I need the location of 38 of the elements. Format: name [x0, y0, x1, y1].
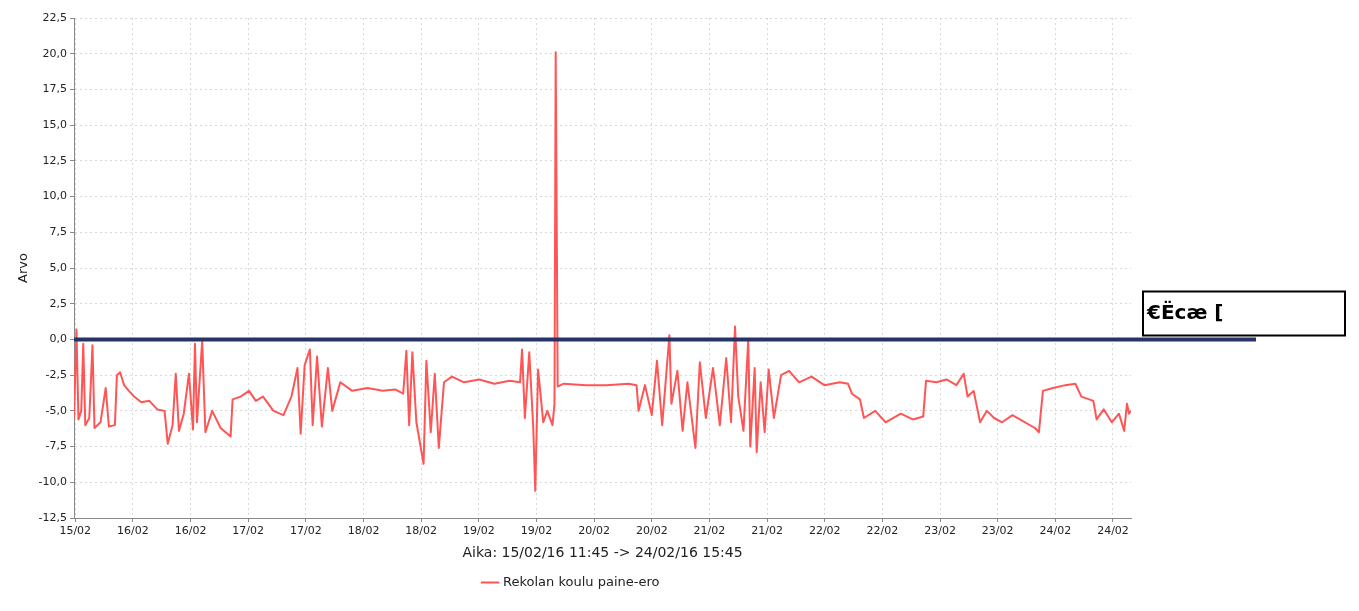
x-tick-label: 16/02: [174, 524, 207, 538]
x-tick-label: 18/02: [347, 524, 380, 538]
x-axis-title: Aika: 15/02/16 11:45 -> 24/02/16 15:45: [462, 544, 743, 561]
y-tick-label: 22,5: [42, 10, 68, 24]
x-tick-label: 17/02: [232, 524, 265, 538]
x-tick-label: 24/02: [1039, 524, 1072, 538]
legend-label: Rekolan koulu paine-ero: [503, 573, 660, 589]
x-tick-label: 20/02: [635, 524, 668, 538]
x-tick-label: 19/02: [462, 524, 495, 538]
x-tick-label: 18/02: [405, 524, 438, 538]
x-tick-label: 21/02: [693, 524, 726, 538]
x-tick-label: 20/02: [578, 524, 610, 538]
x-tick-label: 21/02: [751, 524, 783, 538]
y-tick-label: 12,5: [42, 153, 68, 167]
y-tick-label: 17,5: [42, 82, 68, 96]
y-tick-label: 7,5: [49, 225, 68, 239]
x-tick-label: 23/02: [981, 524, 1014, 538]
y-tick-label: 15,0: [42, 118, 68, 131]
y-tick-label: -10,0: [38, 475, 68, 489]
x-tick-label: 17/02: [290, 524, 322, 538]
y-tick-label: -5,0: [45, 403, 68, 417]
y-tick-label: -7,5: [45, 439, 68, 453]
y-tick-label: -2,5: [45, 368, 68, 381]
x-tick-label: 22/02: [808, 524, 841, 538]
y-tick-label: 20,0: [42, 46, 68, 60]
y-tick-label: 2,5: [49, 296, 68, 310]
x-tick-label: 24/02: [1097, 524, 1129, 538]
x-tick-label: 16/02: [117, 524, 149, 538]
x-tick-label: 19/02: [520, 524, 553, 538]
y-tick-label: 10,0: [42, 189, 68, 203]
y-tick-label: 5,0: [49, 260, 68, 274]
y-tick-label: 0,0: [49, 332, 68, 346]
x-tick-label: 23/02: [924, 524, 956, 538]
ref-line-label: €Ëcæ [: [1146, 299, 1224, 324]
y-tick-label: -12,5: [38, 510, 68, 524]
x-tick-label: 15/02: [59, 524, 92, 538]
y-axis-title: Arvo: [15, 253, 31, 283]
x-tick-label: 22/02: [866, 524, 899, 538]
